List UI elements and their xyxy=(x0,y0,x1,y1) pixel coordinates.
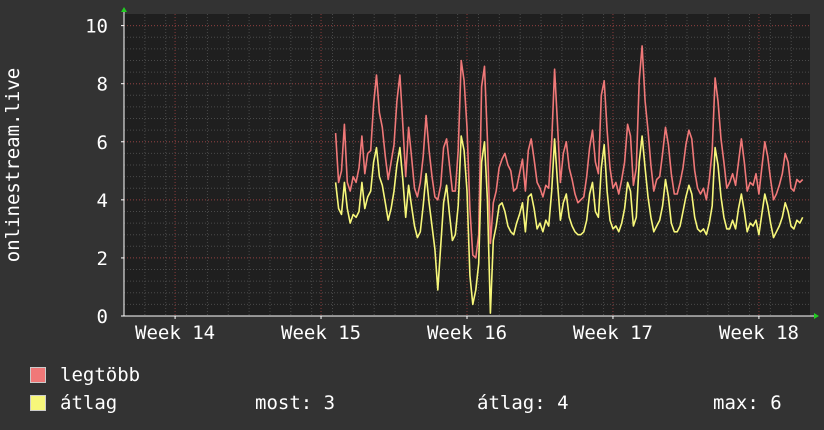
x-tick-label: Week 17 xyxy=(573,322,653,344)
x-tick-label: Week 14 xyxy=(135,322,215,344)
y-axis-label: onlinestream.live xyxy=(2,68,24,262)
legend-label-avg: átlag xyxy=(60,392,118,414)
y-tick-label: 0 xyxy=(97,306,108,328)
stat-max: max: 6 xyxy=(713,392,782,414)
y-tick-label: 8 xyxy=(97,74,108,96)
legend-swatch-avg xyxy=(30,395,46,411)
series-layer xyxy=(334,45,804,314)
legend-swatch-max xyxy=(30,367,46,383)
series-line-avg xyxy=(334,135,804,314)
legend-item-max: legtöbb xyxy=(30,364,140,386)
x-tick-label: Week 15 xyxy=(281,322,361,344)
y-tick-label: 6 xyxy=(97,132,108,154)
y-tick-label: 2 xyxy=(97,248,108,270)
x-tick-label: Week 18 xyxy=(719,322,799,344)
x-tick-label: Week 16 xyxy=(427,322,507,344)
y-tick-label: 4 xyxy=(97,190,108,212)
legend-item-avg: átlag xyxy=(30,392,117,414)
axes xyxy=(121,7,819,319)
stat-average: átlag: 4 xyxy=(477,392,569,414)
legend-label-max: legtöbb xyxy=(60,364,141,386)
y-tick-label: 10 xyxy=(85,16,108,38)
series-line-max xyxy=(334,45,804,259)
stat-now: most: 3 xyxy=(255,392,336,414)
x-axis-arrow xyxy=(814,313,819,319)
tick-labels: 0 2 4 6 8 10 Week 14 Week 15 Week 16 Week 17 Week … xyxy=(85,16,799,344)
y-axis-arrow xyxy=(121,7,127,12)
